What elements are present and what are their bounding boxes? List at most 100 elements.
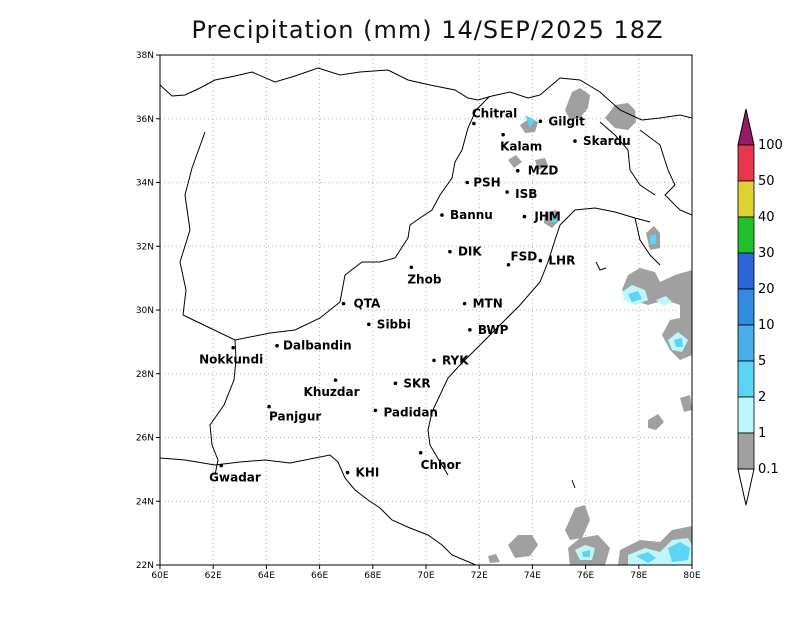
colorbar-label: 5 bbox=[758, 354, 766, 369]
tick-label-lon: 66E bbox=[311, 571, 328, 581]
tick-label-lat: 38N bbox=[136, 51, 154, 61]
city-dot bbox=[409, 265, 414, 270]
colorbar-segment bbox=[737, 288, 755, 326]
precip-area-south-2 bbox=[565, 505, 590, 540]
city-dot bbox=[333, 378, 338, 382]
city-dot bbox=[448, 249, 452, 254]
city-label-padidan: Padidan bbox=[383, 405, 438, 419]
lat-lon-grid: 60E 62E 64E 66E 68E 70E 72E 74E 76E 78E 80E 22N 24N 2… bbox=[136, 51, 701, 581]
afghanistan-pakistan-border bbox=[182, 95, 491, 341]
city-label-gwadar: Gwadar bbox=[209, 471, 261, 485]
city-dot bbox=[506, 262, 511, 267]
tick-label-lon: 72E bbox=[471, 571, 488, 581]
city-dot bbox=[538, 258, 543, 263]
colorbar-label: 0.1 bbox=[758, 462, 779, 477]
city-label-chitral: Chitral bbox=[472, 107, 517, 121]
city-dot bbox=[341, 301, 346, 306]
city-label-skardu: Skardu bbox=[583, 134, 631, 148]
city-label-kalam: Kalam bbox=[500, 140, 542, 154]
colorbar-segment bbox=[737, 324, 755, 362]
precip-area-north-8 bbox=[550, 214, 557, 222]
tick-label-lat: 28N bbox=[136, 370, 154, 380]
precip-area-south-8 bbox=[668, 542, 690, 562]
city-dot bbox=[515, 168, 520, 173]
city-label-sibbi: Sibbi bbox=[377, 317, 411, 331]
loc-line bbox=[559, 207, 651, 226]
colorbar-label: 100 bbox=[758, 138, 783, 153]
city-dot bbox=[219, 463, 223, 468]
city-dot bbox=[505, 190, 509, 194]
colorbar-segment bbox=[737, 360, 755, 398]
iran-pakistan-border bbox=[209, 339, 237, 476]
east-small-mark bbox=[595, 261, 607, 271]
tick-label-lon: 78E bbox=[630, 571, 647, 581]
city-dot bbox=[440, 213, 444, 217]
precip-area-east-10 bbox=[648, 414, 664, 430]
city-label-khuzdar: Khuzdar bbox=[304, 385, 360, 399]
city-label-lhr: LHR bbox=[548, 254, 575, 268]
city-dot bbox=[231, 345, 235, 350]
city-dot bbox=[501, 132, 505, 137]
city-dot bbox=[472, 121, 476, 126]
city-label-jhm: JHM bbox=[533, 210, 560, 224]
precip-area-east-8 bbox=[674, 338, 683, 347]
city-dot bbox=[522, 214, 527, 219]
precip-area-south-10 bbox=[488, 554, 500, 563]
precip-area-south-5 bbox=[582, 550, 590, 557]
east-border-segment bbox=[634, 217, 661, 266]
map-title: Precipitation (mm) 14/SEP/2025 18Z bbox=[191, 16, 664, 44]
precip-area-north-2 bbox=[605, 103, 636, 130]
afghanistan-west-border bbox=[179, 131, 206, 316]
city-label-zhob: Zhob bbox=[407, 272, 441, 286]
map-frame bbox=[159, 54, 693, 566]
colorbar-label: 50 bbox=[758, 174, 775, 189]
tick-label-lon: 64E bbox=[258, 571, 275, 581]
city-label-psh: PSH bbox=[473, 176, 500, 190]
city-label-mzd: MZD bbox=[528, 164, 559, 178]
colorbar-label: 1 bbox=[758, 426, 766, 441]
city-label-chhor: Chhor bbox=[421, 458, 461, 472]
city-dot bbox=[465, 180, 470, 185]
city-markers: Chitral Gilgit Kalam Skardu MZD PSH ISB JHM Bann… bbox=[199, 107, 631, 485]
tick-label-lat: 24N bbox=[136, 497, 154, 507]
south-small-mark bbox=[571, 479, 576, 489]
precip-area-north-6 bbox=[525, 115, 535, 128]
city-label-nokkundi: Nokkundi bbox=[199, 353, 263, 367]
city-label-qta: QTA bbox=[354, 297, 381, 311]
city-label-dalbandin: Dalbandin bbox=[283, 339, 352, 353]
colorbar: 100 50 40 30 20 10 5 2 1 0.1 bbox=[737, 108, 783, 506]
city-dot bbox=[393, 381, 398, 386]
colorbar-label: 20 bbox=[758, 282, 775, 297]
city-dot bbox=[345, 470, 350, 475]
city-dot bbox=[267, 404, 271, 409]
precip-area-north-5 bbox=[535, 158, 548, 170]
afghanistan-north-border bbox=[160, 67, 541, 101]
city-dot bbox=[275, 343, 279, 348]
colorbar-segment bbox=[737, 396, 755, 434]
city-dot bbox=[573, 139, 577, 143]
tick-label-lat: 22N bbox=[136, 561, 154, 571]
tick-label-lon: 60E bbox=[151, 571, 168, 581]
city-label-bwp: BWP bbox=[478, 323, 509, 337]
city-label-mtn: MTN bbox=[473, 297, 503, 311]
colorbar-segment bbox=[737, 432, 755, 470]
colorbar-bottom-arrow bbox=[737, 468, 755, 506]
colorbar-segment bbox=[737, 252, 755, 290]
tick-label-lat: 30N bbox=[136, 306, 154, 316]
tick-label-lon: 80E bbox=[683, 571, 700, 581]
precip-shading bbox=[488, 88, 692, 565]
colorbar-top-arrow bbox=[737, 108, 755, 146]
tick-label-lon: 68E bbox=[364, 571, 381, 581]
city-label-bannu: Bannu bbox=[450, 208, 493, 222]
city-label-khi: KHI bbox=[356, 466, 380, 480]
boundary-lines bbox=[160, 67, 692, 565]
tick-label-lat: 36N bbox=[136, 115, 154, 125]
tick-label-lat: 32N bbox=[136, 242, 154, 252]
india-pakistan-border bbox=[427, 224, 561, 476]
city-label-isb: ISB bbox=[515, 187, 537, 201]
coastline bbox=[160, 454, 477, 565]
city-dot bbox=[462, 301, 467, 306]
india-china-boundary bbox=[639, 129, 692, 216]
precip-area-east-9 bbox=[680, 395, 692, 412]
